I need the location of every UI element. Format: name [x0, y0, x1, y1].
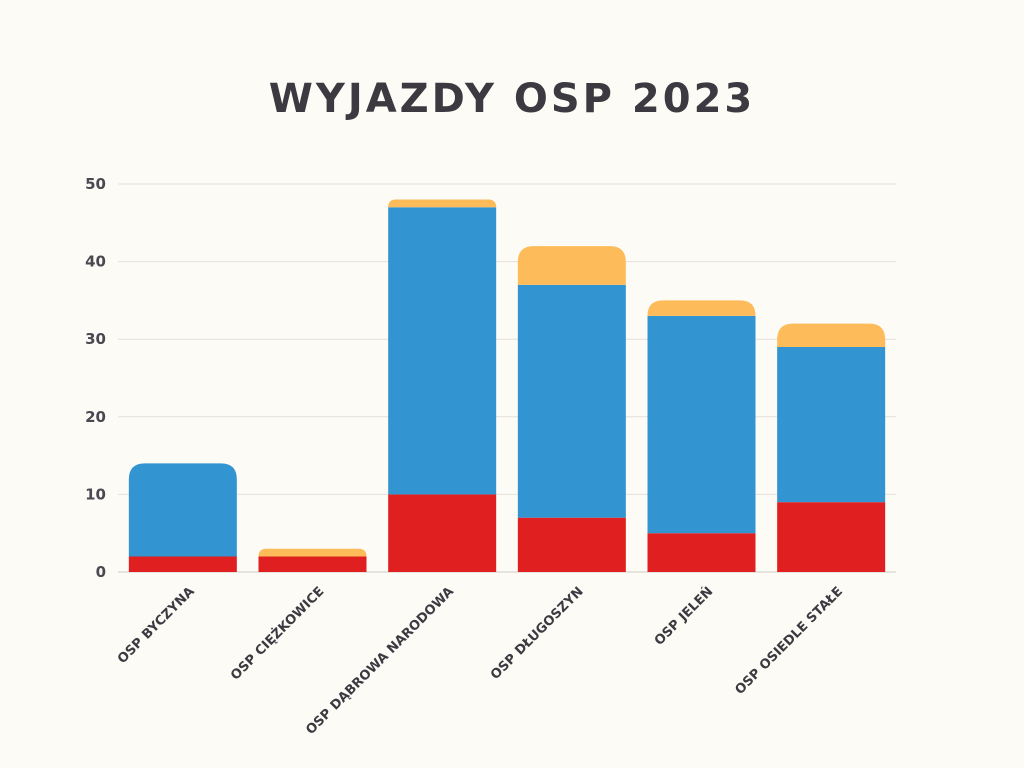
- bar-segment: [128, 556, 237, 572]
- bar-segment: [777, 346, 886, 503]
- bar-segment: [388, 494, 497, 572]
- bar-segment: [777, 502, 886, 572]
- chart-title: WYJAZDY OSP 2023: [268, 76, 756, 122]
- y-tick-label: 30: [85, 330, 106, 348]
- bar-segment: [388, 199, 497, 208]
- x-category-label: OSP CIĘŻKOWICE: [227, 584, 327, 684]
- bar-segment: [647, 533, 756, 572]
- x-category-label: OSP DŁUGOSZYN: [488, 584, 587, 683]
- bar-segment: [388, 207, 497, 495]
- bar-segment: [258, 548, 367, 557]
- y-tick-label: 0: [96, 563, 106, 581]
- x-category-label: OSP JELEŃ: [651, 584, 716, 649]
- y-tick-label: 10: [85, 485, 106, 503]
- bars: [128, 199, 886, 572]
- bar-segment: [517, 246, 626, 285]
- y-tick-label: 50: [85, 175, 106, 193]
- bar-segment: [647, 315, 756, 534]
- bar-segment: [777, 323, 886, 347]
- bar-segment: [128, 463, 237, 557]
- bar-segment: [517, 284, 626, 518]
- bar-segment: [258, 556, 367, 572]
- x-category-label: OSP DĄBROWA NARODOWA: [303, 584, 457, 738]
- x-category-label: OSP BYCZYNA: [115, 584, 198, 667]
- bar-segment: [647, 300, 756, 316]
- gridlines: [118, 183, 896, 573]
- x-category-label: OSP OSIEDLE STAŁE: [732, 584, 846, 698]
- y-axis-ticks: 0 10 20 30 40 50: [85, 175, 106, 581]
- y-tick-label: 40: [85, 253, 106, 271]
- bar-segment: [517, 517, 626, 572]
- y-tick-label: 20: [85, 408, 106, 426]
